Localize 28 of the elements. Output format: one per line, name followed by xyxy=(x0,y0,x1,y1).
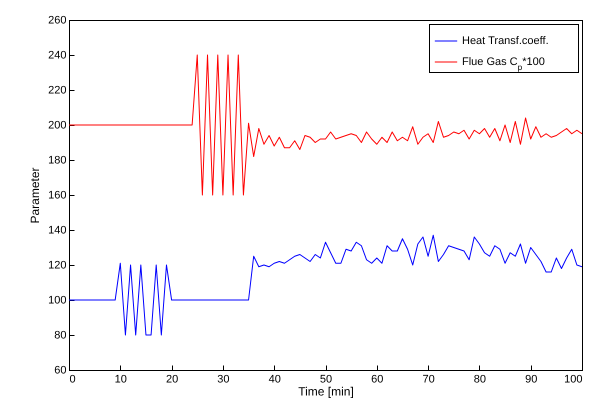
x-tick-label: 50 xyxy=(320,374,332,386)
y-tick-label: 60 xyxy=(54,364,66,376)
y-tick-label: 120 xyxy=(48,260,66,272)
x-tick-label: 90 xyxy=(525,374,538,386)
x-tick-label: 30 xyxy=(217,374,230,386)
line-series xyxy=(69,234,582,336)
x-tick-label: 70 xyxy=(422,374,435,386)
x-tick-label: 80 xyxy=(474,374,486,386)
x-tick-label: 0 xyxy=(70,374,76,386)
y-tick-label: 80 xyxy=(54,330,66,342)
y-tick-label: 240 xyxy=(48,50,66,62)
x-tick-label: 20 xyxy=(166,374,178,386)
x-tick-label: 60 xyxy=(371,374,384,386)
legend-label: Heat Transf.coeff. xyxy=(462,35,549,47)
y-tick-label: 260 xyxy=(48,14,66,26)
line-series xyxy=(69,54,582,196)
y-tick-label: 160 xyxy=(48,190,66,202)
y-axis-title: Parameter xyxy=(28,167,42,224)
y-tick-label: 180 xyxy=(48,154,66,166)
y-tick-label: 200 xyxy=(48,120,66,132)
x-tick-label: 40 xyxy=(268,374,281,386)
y-tick-label: 100 xyxy=(48,294,66,306)
x-tick-label: 100 xyxy=(564,374,582,386)
x-axis-title: Time [min] xyxy=(298,384,354,398)
y-tick-label: 220 xyxy=(48,84,66,96)
legend-label: Flue Gas C$_{p}$*100 xyxy=(462,56,545,72)
x-tick-label: 10 xyxy=(114,374,127,386)
y-tick-label: 140 xyxy=(48,224,66,236)
